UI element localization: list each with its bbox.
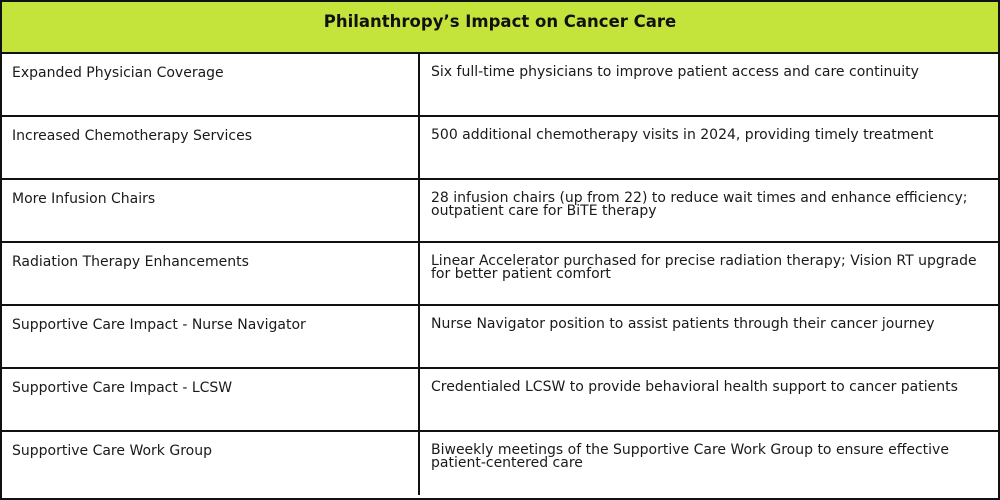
table-row: Expanded Physician Coverage Six full-tim… [2,54,998,117]
row-value: Biweekly meetings of the Supportive Care… [431,442,949,471]
table-row: Supportive Care Impact - Nurse Navigator… [2,306,998,369]
row-value: Six full-time physicians to improve pati… [431,64,919,80]
row-label: Supportive Care Impact - Nurse Navigator [2,306,420,367]
table-row: More Infusion Chairs 28 infusion chairs … [2,180,998,243]
table-row: Increased Chemotherapy Services 500 addi… [2,117,998,180]
row-value: 28 infusion chairs (up from 22) to reduc… [431,190,968,219]
table-row: Supportive Care Work Group Biweekly meet… [2,432,998,495]
row-label: Supportive Care Impact - LCSW [2,369,420,430]
table-row: Supportive Care Impact - LCSW Credential… [2,369,998,432]
row-value: 500 additional chemotherapy visits in 20… [431,127,934,143]
row-label: More Infusion Chairs [2,180,420,241]
row-label: Increased Chemotherapy Services [2,117,420,178]
table-body: Expanded Physician Coverage Six full-tim… [2,54,998,495]
row-value: Nurse Navigator position to assist patie… [431,316,935,332]
row-label: Radiation Therapy Enhancements [2,243,420,304]
table-title: Philanthropy’s Impact on Cancer Care [2,2,998,54]
table-row: Radiation Therapy Enhancements Linear Ac… [2,243,998,306]
row-value: Credentialed LCSW to provide behavioral … [431,379,958,395]
row-label: Supportive Care Work Group [2,432,420,495]
row-value: Linear Accelerator purchased for precise… [431,253,977,282]
row-label: Expanded Physician Coverage [2,54,420,115]
